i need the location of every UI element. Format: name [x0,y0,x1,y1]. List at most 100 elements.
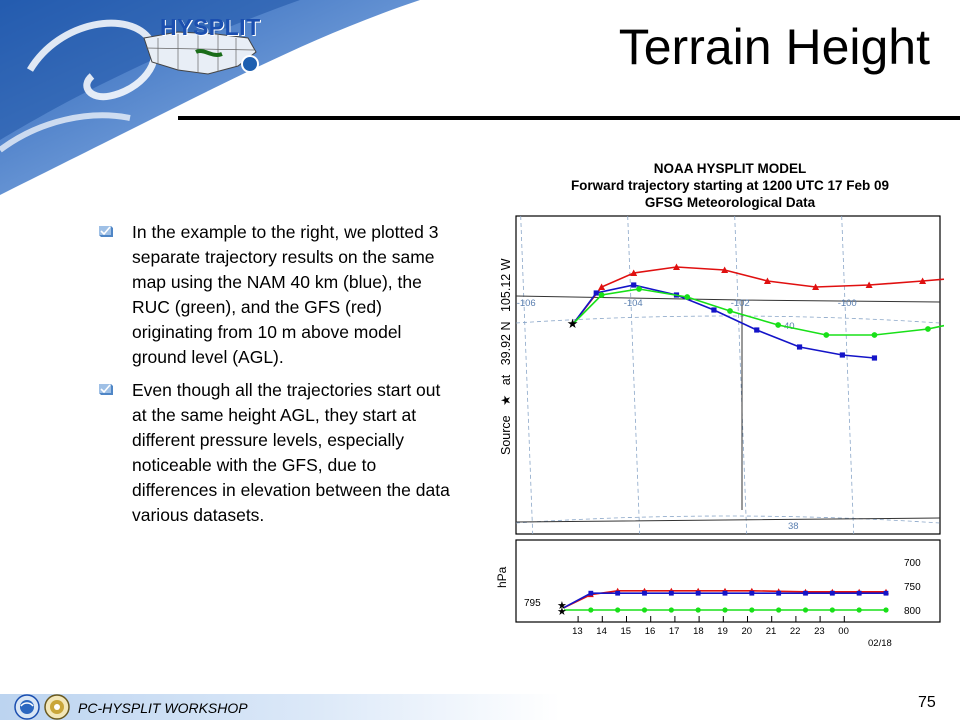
trajectory-point [871,332,878,338]
pressure-panel-frame [515,539,941,623]
pressure-point [695,607,701,613]
map-panel-frame [515,215,941,535]
chart-title-line: NOAA HYSPLIT MODEL [653,161,807,176]
pressure-point [803,590,808,596]
chart-title-line: GFSG Meteorological Data [644,195,816,210]
trajectory-point [823,332,830,338]
pressure-right-ticks: 700 750 800 [904,558,921,617]
star-icon: ★ [499,395,513,406]
time-ticks: 13 14 15 16 17 18 19 20 21 22 23 00 [572,616,849,637]
doc-seal-icon [44,694,70,720]
trajectory-point [919,277,927,284]
pressure-point [749,607,755,613]
pressure-point [695,590,701,596]
source-star-icon: ★ [557,605,567,618]
trajectory-point [925,326,931,332]
page-title: Terrain Height [618,19,930,75]
noaa-seal-icon [14,694,40,720]
pressure-point [615,607,621,613]
pressure-point [722,590,728,596]
trajectory-point [630,269,638,276]
time-tick-label: 21 [766,626,777,637]
pressure-point [642,590,647,596]
pressure-point [883,590,889,596]
trajectory-point [839,352,845,358]
trajectory-line [573,266,944,324]
trajectory-point [598,292,605,298]
time-tick-label: 23 [814,626,825,637]
pressure-tick-label: 750 [904,582,921,593]
pressure-point [722,607,728,613]
pressure-point [829,607,835,613]
pressure-point [776,590,782,596]
state-borders [515,295,941,523]
checkbox-bullet-icon [99,226,113,237]
trajectory-point [727,308,733,314]
time-tick-label: 00 [838,626,849,637]
trajectory-chart: Source ★ at 39.92 N 105.12 W -106 -104 -10… [495,215,944,649]
checkbox-bullet-icon [99,384,113,395]
pressure-left-value: 795 [524,598,541,609]
footer-text: PC-HYSPLIT WORKSHOP [78,700,248,716]
chart-title-line: Forward trajectory starting at 1200 UTC … [570,178,890,193]
trajectory-point [636,286,642,292]
pressure-point [588,607,594,613]
logo-text: HYSPLIT [160,14,261,40]
pressure-axis-label: hPa [495,566,509,588]
pressure-point [668,590,674,596]
time-tick-label: 20 [742,626,753,637]
trajectory-tracks: ★ [567,263,944,361]
hysplit-logo [143,31,259,75]
source-lon: 105.12 W [499,258,513,312]
time-tick-label: 18 [693,626,704,637]
trajectory-point [865,281,873,288]
pressure-tick-label: 700 [904,558,921,569]
longitude-label: -104 [624,298,643,309]
pressure-point [802,607,809,613]
time-tick-label: 17 [669,626,680,637]
trajectory-point [598,283,606,290]
source-star-icon: ★ [557,599,567,612]
pressure-point [668,607,674,613]
pressure-point [588,590,594,596]
trajectory-point [812,283,820,290]
trajectory-point [684,294,691,300]
trajectory-point [763,277,771,284]
bullet-text: In the example to the right, we plotted … [132,222,439,367]
svg-text:Source ★ at: Source ★ at 39.92 N 105.12 W [499,258,513,455]
source-at-word: at [499,374,513,385]
bullet-item: Even though all the trajectories start o… [98,378,458,528]
title-divider [178,116,960,120]
pressure-point [856,590,862,596]
source-label: Source ★ at 39.92 N 105.12 W [499,258,513,455]
trajectory-point [711,307,717,313]
trajectory-point [871,355,878,361]
time-tick-label: 13 [572,626,583,637]
time-tick-label: 16 [645,626,656,637]
trajectory-point [721,266,729,273]
pressure-point [776,607,782,613]
source-label-word: Source [499,415,513,455]
longitude-label: -102 [731,298,750,309]
source-lat: 39.92 N [499,322,513,366]
latitude-label: 38 [788,521,799,532]
bullet-list: In the example to the right, we plotted … [98,220,458,536]
time-tick-label: 22 [790,626,801,637]
pressure-lines: ★★ [557,587,889,618]
time-tick-label: 14 [596,626,607,637]
trajectory-point [631,282,637,288]
pressure-point [856,607,862,613]
footer-band [0,694,560,720]
trajectory-point [593,290,599,296]
bullet-item: In the example to the right, we plotted … [98,220,458,370]
pressure-point [749,590,755,596]
pressure-tick-label: 800 [904,606,921,617]
chart-title: NOAA HYSPLIT MODEL Forward trajectory st… [520,160,940,211]
trajectory-point [754,327,760,333]
trajectory-point [775,322,782,328]
trajectory-point [796,344,803,350]
time-tick-label: 15 [621,626,632,637]
latitude-gridline [515,515,941,524]
time-tick-label: 19 [717,626,728,637]
